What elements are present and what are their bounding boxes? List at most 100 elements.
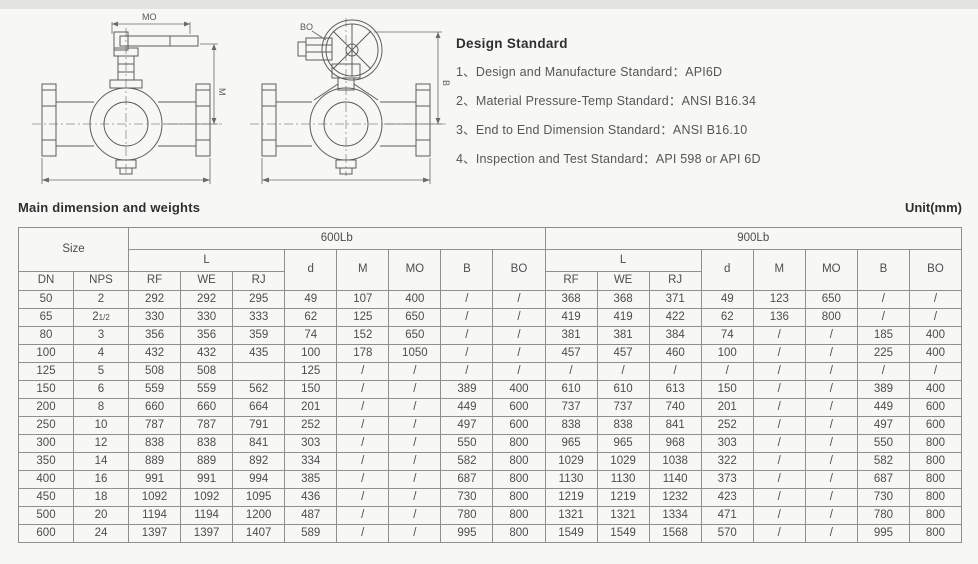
cell-value: / [440, 290, 494, 309]
cell-value: 1038 [648, 452, 702, 471]
cell-dn: 125 [18, 362, 74, 381]
table-title-row: Main dimension and weights Unit(mm) [18, 200, 962, 220]
cell-value: 800 [492, 470, 546, 489]
cell-nps: 5 [73, 362, 129, 381]
cell-value: 1232 [648, 488, 702, 507]
cell-dn: 450 [18, 488, 74, 507]
cell-value: 303 [284, 434, 338, 453]
design-standard-item: 2、Material Pressure-Temp Standard：ANSI B… [456, 94, 757, 108]
table-row: 400 16 991 991 994 385//687 800 1130 1130 1140 373… [18, 470, 963, 489]
cell-value: 780 [856, 506, 910, 525]
cell-value: / [388, 506, 442, 525]
cell-value: 791 [232, 416, 286, 435]
cell-dn: 65 [18, 308, 74, 327]
cell-value: 610 [596, 380, 650, 399]
cell-value: 125 [336, 308, 390, 327]
header-b-900: B [856, 249, 910, 291]
cell-value: / [856, 290, 910, 309]
cell-value: / [336, 416, 390, 435]
cell-value: / [908, 290, 963, 309]
cell-value: 400 [388, 290, 442, 309]
cell-value: / [336, 380, 390, 399]
cell-value: 471 [700, 506, 754, 525]
cell-value: 1130 [544, 470, 598, 489]
cell-value: / [752, 416, 806, 435]
header-l-600: L [127, 249, 286, 272]
cell-value: 889 [127, 452, 182, 471]
header-row-cols: DN NPS RF WE RJ RF WE RJ [18, 271, 962, 291]
cell-value: 1397 [127, 524, 182, 543]
cell-dn: 50 [18, 290, 74, 309]
design-standard-item: 4、Inspection and Test Standard：API 598 o… [456, 152, 761, 166]
cell-value: 995 [440, 524, 494, 543]
cell-value: 150 [284, 380, 338, 399]
header-b-600: B [440, 249, 494, 291]
dim-label-b: B [441, 80, 451, 86]
header-we-600: WE [180, 271, 234, 291]
cell-value: 1407 [232, 524, 286, 543]
cell-value: / [752, 398, 806, 417]
cell-value: 1194 [180, 506, 234, 525]
cell-value: 1549 [544, 524, 598, 543]
cell-value: 800 [492, 434, 546, 453]
cell-value: 800 [908, 506, 963, 525]
cell-value: / [908, 308, 963, 327]
cell-value: 400 [492, 380, 546, 399]
cell-value: 1130 [596, 470, 650, 489]
cell-value: 100 [700, 344, 754, 363]
cell-value: 610 [544, 380, 598, 399]
cell-value: / [752, 434, 806, 453]
cell-value: 62 [284, 308, 338, 327]
cell-value: / [752, 326, 806, 345]
table-row: 80 3 356 356 359 74 152 650//381 381 384 74//185 40… [18, 326, 963, 345]
cell-value: 1092 [127, 488, 182, 507]
table-row: 65 21/2 330 330 333 62 125 650//419 419 422 62 136 8… [18, 308, 963, 327]
dim-label-bo: BO [300, 22, 313, 32]
header-size: Size [18, 227, 129, 272]
header-row-groups: Size 600Lb 900Lb [18, 227, 962, 272]
cell-nps: 12 [73, 434, 129, 453]
cell-value: / [388, 362, 442, 381]
cell-value: 49 [284, 290, 338, 309]
cell-value: / [336, 506, 390, 525]
cell-value: / [804, 452, 858, 471]
cell-value: 968 [648, 434, 702, 453]
cell-value: 800 [908, 434, 963, 453]
cell-value: / [804, 380, 858, 399]
cell-value: 994 [232, 470, 286, 489]
cell-value: / [388, 434, 442, 453]
design-standard-title: Design Standard [456, 36, 568, 51]
cell-value: 838 [180, 434, 234, 453]
cell-value: / [700, 362, 754, 381]
cell-value: 436 [284, 488, 338, 507]
cell-value: 650 [388, 308, 442, 327]
cell-value: 800 [908, 452, 963, 471]
cell-value: 487 [284, 506, 338, 525]
cell-nps: 16 [73, 470, 129, 489]
cell-value: 800 [908, 470, 963, 489]
header-600lb: 600Lb [128, 227, 546, 250]
cell-value: 559 [180, 380, 234, 399]
cell-value: 737 [544, 398, 598, 417]
cell-value: 497 [856, 416, 910, 435]
table-row: 250 10 787 787 791 252//497 600 838 838 841 252//4… [18, 416, 963, 435]
cell-dn: 400 [18, 470, 74, 489]
cell-value: / [440, 326, 494, 345]
cell-value: 423 [700, 488, 754, 507]
cell-value: / [336, 362, 390, 381]
cell-value: 49 [700, 290, 754, 309]
cell-value: 787 [180, 416, 234, 435]
cell-value [232, 362, 286, 381]
cell-nps: 10 [73, 416, 129, 435]
cell-dn: 300 [18, 434, 74, 453]
cell-value: 371 [648, 290, 702, 309]
table-row: 100 4 432 432 435 100 178 1050//457 457 460 100//2… [18, 344, 963, 363]
cell-value: / [336, 470, 390, 489]
valve-drawings: MO M [14, 8, 462, 200]
cell-value: 650 [804, 290, 858, 309]
header-bo-600: BO [492, 249, 546, 291]
cell-value: 589 [284, 524, 338, 543]
header-l-900: L [544, 249, 702, 272]
cell-value: 1092 [180, 488, 234, 507]
cell-value: / [440, 362, 494, 381]
